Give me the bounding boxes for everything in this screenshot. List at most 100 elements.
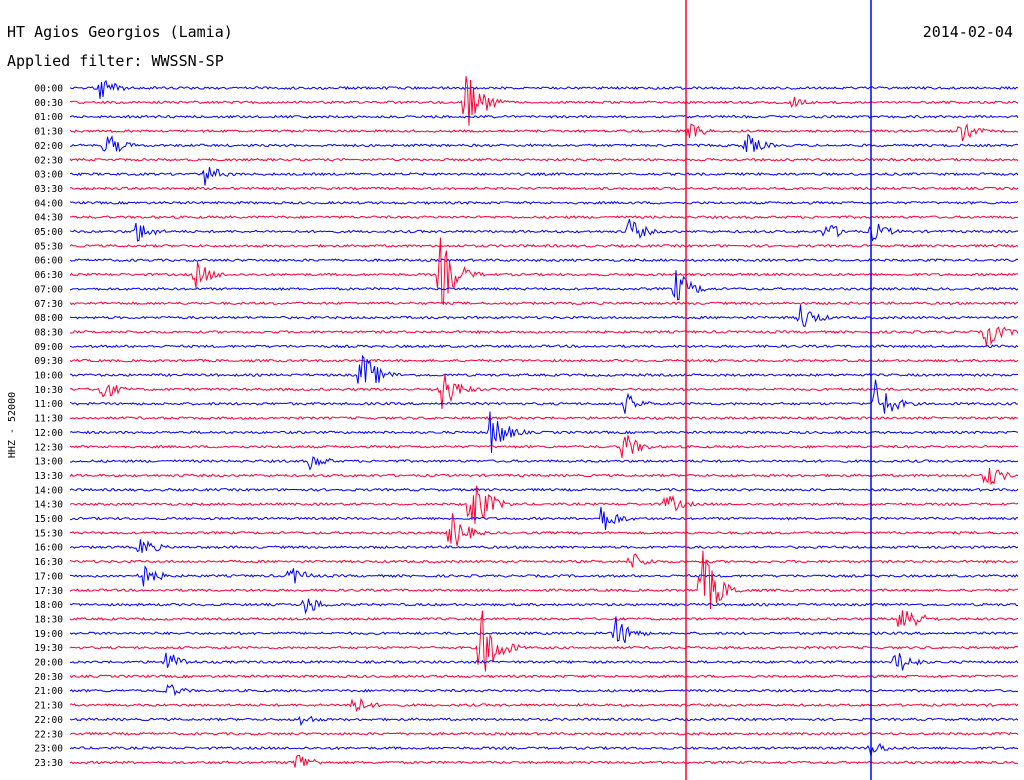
- tick-label-0300: 03:00: [34, 170, 63, 181]
- tick-label-0400: 04:00: [34, 198, 63, 209]
- tick-label-1600: 16:00: [34, 543, 63, 554]
- trace-1600: [69, 539, 1019, 553]
- tick-label-0700: 07:00: [34, 284, 63, 295]
- trace-1900: [69, 616, 1019, 644]
- tick-label-1130: 11:30: [34, 414, 63, 425]
- trace-1630: [69, 553, 1019, 568]
- trace-2030: [69, 674, 1019, 679]
- trace-0100: [69, 114, 1019, 119]
- trace-1700: [69, 565, 1019, 587]
- tick-label-0900: 09:00: [34, 342, 63, 353]
- trace-0730: [69, 301, 1019, 306]
- trace-0300: [69, 167, 1019, 186]
- trace-1800: [69, 598, 1019, 615]
- tick-label-2200: 22:00: [34, 715, 63, 726]
- trace-2130: [69, 697, 1019, 713]
- tick-label-1300: 13:00: [34, 457, 63, 468]
- trace-2100: [69, 684, 1019, 697]
- trace-1400: [69, 487, 1019, 492]
- tick-label-0100: 01:00: [34, 112, 63, 123]
- time-tick-labels: 00:00 00:30 01:00 01:30 02:00 02:30 03:00 03:30…: [34, 84, 63, 769]
- trace-0930: [69, 358, 1019, 363]
- tick-label-2100: 21:00: [34, 686, 63, 697]
- tick-label-2030: 20:30: [34, 672, 63, 683]
- tick-label-0800: 08:00: [34, 313, 63, 324]
- trace-1330: [69, 467, 1019, 486]
- tick-label-0630: 06:30: [34, 270, 63, 281]
- trace-0600: [69, 258, 1019, 263]
- date-label: 2014-02-04: [923, 23, 1013, 41]
- trace-0700: [69, 270, 1019, 301]
- trace-0130: [69, 123, 1019, 142]
- tick-label-1100: 11:00: [34, 399, 63, 410]
- trace-1030: [69, 374, 1018, 410]
- trace-0030: [69, 76, 1019, 126]
- tick-label-1500: 15:00: [34, 514, 63, 525]
- trace-0200: [69, 133, 1019, 153]
- trace-2200: [69, 715, 1019, 727]
- tick-label-1830: 18:30: [34, 614, 63, 625]
- tick-label-1800: 18:00: [34, 600, 63, 611]
- trace-0330: [70, 186, 1019, 191]
- tick-label-2130: 21:30: [34, 701, 63, 712]
- tick-label-2300: 23:00: [34, 744, 63, 755]
- tick-label-0500: 05:00: [34, 227, 63, 238]
- trace-1000: [70, 354, 1019, 384]
- tick-label-1030: 10:30: [34, 385, 63, 396]
- seismic-traces: [69, 0, 1019, 780]
- trace-0630: [69, 237, 1019, 306]
- trace-2300: [69, 742, 1019, 757]
- trace-2230: [69, 731, 1019, 736]
- tick-label-1700: 17:00: [34, 571, 63, 582]
- tick-label-0530: 05:30: [34, 241, 63, 252]
- filter-label: Applied filter: WWSSN-SP: [7, 52, 224, 70]
- tick-label-1930: 19:30: [34, 643, 63, 654]
- trace-1100: [69, 379, 1019, 414]
- tick-label-0200: 02:00: [34, 141, 63, 152]
- trace-1500: [69, 506, 1019, 531]
- tick-label-1730: 17:30: [34, 586, 63, 597]
- trace-0530: [69, 243, 1019, 248]
- tick-label-0430: 04:30: [34, 213, 63, 224]
- station-title: HT Agios Georgios (Lamia): [7, 23, 233, 41]
- tick-label-0730: 07:30: [34, 299, 63, 310]
- tick-label-1430: 14:30: [34, 500, 63, 511]
- trace-1230: [69, 435, 1019, 458]
- trace-0000: [69, 79, 1019, 99]
- trace-2000: [69, 652, 1019, 671]
- tick-label-0030: 00:30: [34, 98, 63, 109]
- tick-label-2000: 20:00: [34, 658, 63, 669]
- tick-label-2330: 23:30: [34, 758, 63, 769]
- trace-1730: [69, 550, 1019, 610]
- trace-1930: [69, 610, 1019, 672]
- trace-1430: [69, 485, 1019, 524]
- tick-label-1200: 12:00: [34, 428, 63, 439]
- tick-label-2230: 22:30: [34, 729, 63, 740]
- trace-0430: [69, 215, 1019, 220]
- tick-label-0830: 08:30: [34, 327, 63, 338]
- trace-0400: [69, 200, 1019, 205]
- trace-1530: [70, 513, 1019, 546]
- tick-label-1000: 10:00: [34, 371, 63, 382]
- tick-label-1630: 16:30: [34, 557, 63, 568]
- tick-label-1900: 19:00: [34, 629, 63, 640]
- tick-label-0930: 09:30: [34, 356, 63, 367]
- tick-label-1530: 15:30: [34, 528, 63, 539]
- trace-1130: [69, 416, 1019, 421]
- trace-1830: [69, 610, 1019, 627]
- trace-0230: [69, 157, 1019, 162]
- trace-1200: [69, 411, 1019, 453]
- tick-label-0000: 00:00: [34, 84, 63, 95]
- trace-0800: [69, 304, 1019, 328]
- tick-label-1330: 13:30: [34, 471, 63, 482]
- tick-label-1230: 12:30: [34, 442, 63, 453]
- trace-0900: [69, 344, 1019, 349]
- tick-label-0130: 01:30: [34, 127, 63, 138]
- tick-label-1400: 14:00: [34, 485, 63, 496]
- tick-label-0230: 02:30: [34, 155, 63, 166]
- channel-label: HHZ - 52000: [7, 392, 18, 458]
- trace-0830: [69, 326, 1019, 347]
- trace-2330: [69, 755, 1019, 768]
- tick-label-0330: 03:30: [34, 184, 63, 195]
